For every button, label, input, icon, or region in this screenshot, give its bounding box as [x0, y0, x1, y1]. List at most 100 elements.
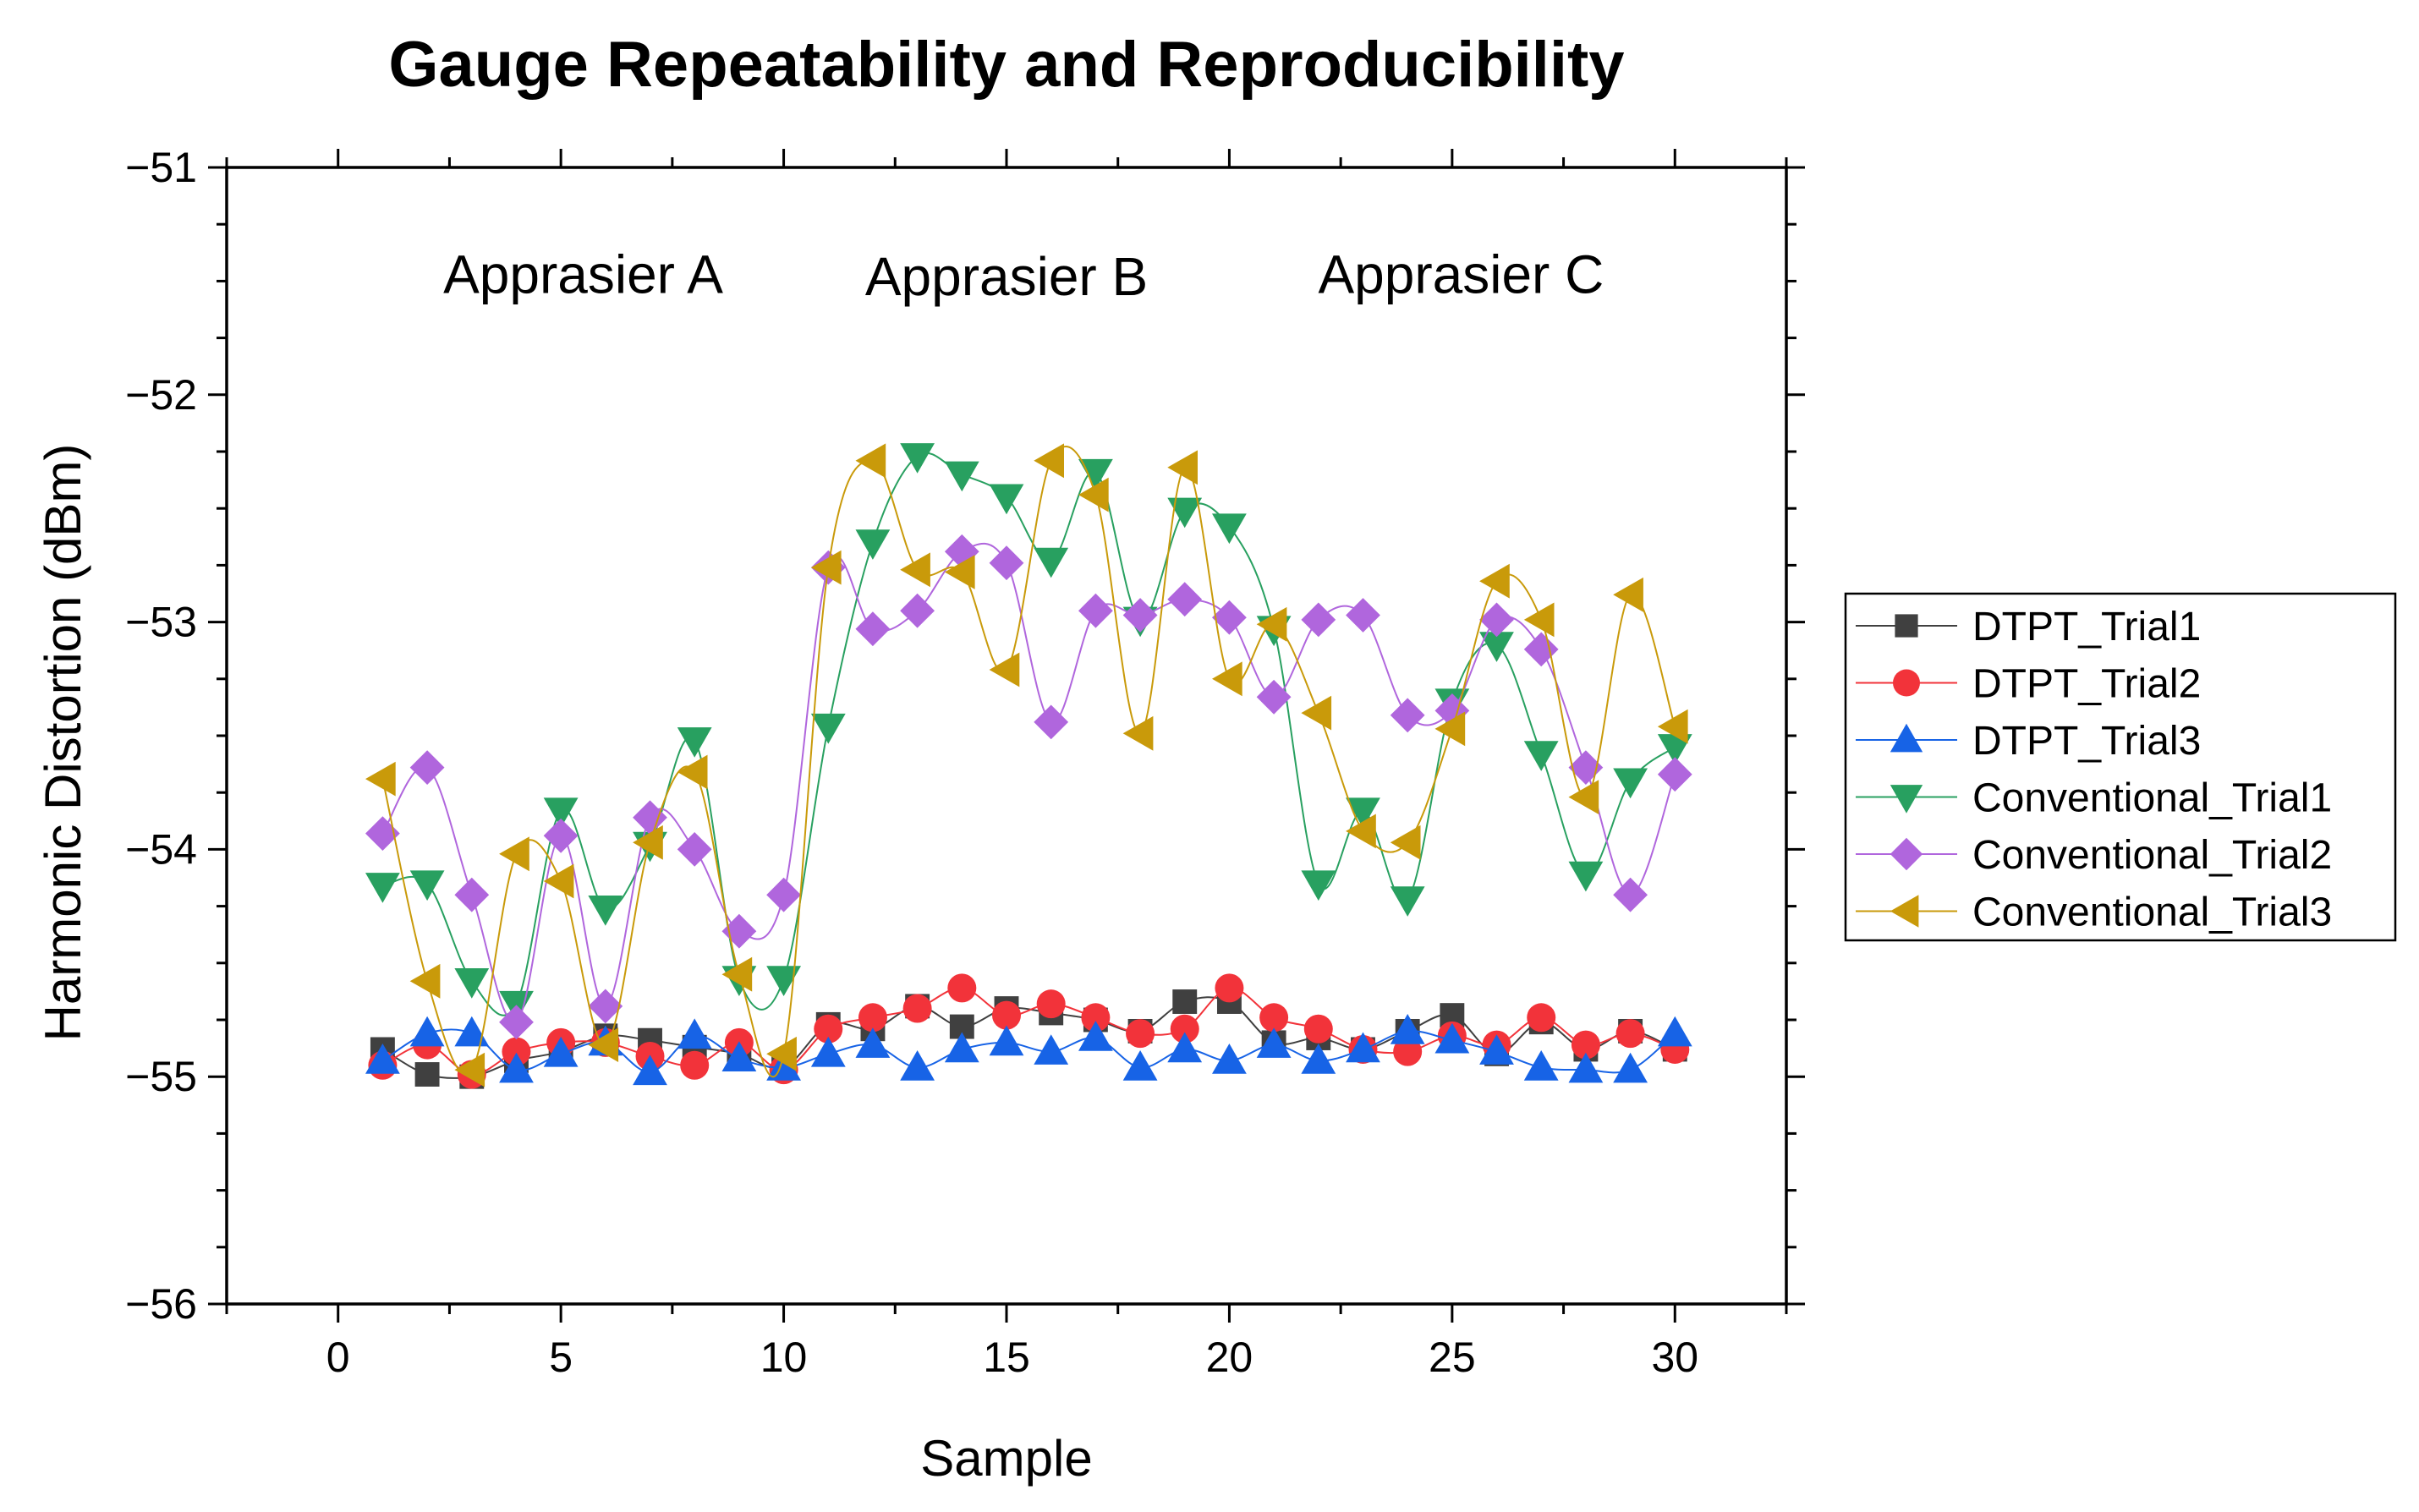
- chart-title: Gauge Repeatability and Reproducibility: [388, 29, 1624, 101]
- data-point: [1301, 1044, 1336, 1074]
- data-point: [499, 836, 529, 872]
- data-point: [1301, 602, 1336, 638]
- data-point: [1212, 513, 1247, 545]
- data-point: [1167, 450, 1198, 485]
- data-point: [1122, 598, 1158, 633]
- data-point: [1657, 757, 1692, 792]
- data-point: [810, 713, 846, 744]
- data-point: [1126, 1019, 1155, 1049]
- data-point: [989, 1025, 1024, 1056]
- data-point: [1479, 1034, 1514, 1065]
- data-point: [677, 754, 708, 790]
- plot-frame: [225, 166, 1788, 1306]
- data-point: [409, 870, 445, 901]
- legend-box: [1844, 592, 2397, 942]
- data-point: [855, 1027, 891, 1058]
- data-point: [1078, 477, 1109, 512]
- data-point: [1568, 861, 1604, 892]
- data-point: [989, 484, 1024, 515]
- data-point: [1657, 709, 1688, 744]
- data-point: [633, 800, 667, 835]
- data-point: [1523, 602, 1555, 638]
- data-point: [499, 1052, 534, 1083]
- data-point: [855, 443, 886, 479]
- data-point: [1568, 780, 1599, 814]
- data-point: [1613, 768, 1648, 799]
- appraiser-label: Apprasier C: [1318, 244, 1604, 304]
- data-point: [1527, 1003, 1556, 1033]
- series-line: [381, 445, 1676, 1078]
- data-point: [1172, 989, 1198, 1014]
- data-point: [365, 1044, 400, 1074]
- data-point: [1523, 632, 1559, 667]
- data-point: [1122, 1050, 1158, 1081]
- x-tick-label: 20: [1206, 1334, 1253, 1381]
- appraiser-label: Apprasier B: [865, 246, 1148, 307]
- legend: DTPT_Trial1 DTPT_Trial2 DTPT_Trial3 Convent…: [1844, 592, 2397, 942]
- data-point: [810, 1036, 846, 1067]
- data-point: [1346, 797, 1380, 829]
- data-point: [1434, 711, 1466, 747]
- legend-entry-label: DTPT_Trial1: [1972, 605, 2201, 649]
- x-tick-label: 0: [326, 1334, 350, 1381]
- data-point: [944, 555, 975, 589]
- data-point: [766, 1050, 801, 1081]
- legend-entry-label: Conventional_Trial2: [1972, 833, 2332, 878]
- data-point: [1167, 1032, 1203, 1063]
- data-point: [680, 1050, 710, 1080]
- x-axis-label: Sample: [920, 1430, 1092, 1487]
- data-point: [414, 1062, 440, 1087]
- data-point: [1212, 1044, 1247, 1074]
- series-Conventional_Trial2: [365, 534, 1692, 1040]
- data-point: [944, 461, 979, 492]
- y-tick-label: −51: [125, 144, 197, 191]
- data-point: [543, 863, 574, 899]
- data-point: [1078, 1021, 1113, 1051]
- data-point: [1034, 704, 1069, 740]
- x-tick-label: 5: [549, 1334, 573, 1381]
- legend-marker: [1895, 614, 1918, 638]
- data-point: [502, 1037, 531, 1066]
- data-point: [1034, 443, 1064, 479]
- data-point: [814, 1014, 843, 1044]
- data-point: [365, 761, 396, 797]
- legend-marker: [1890, 895, 1919, 928]
- data-point: [1615, 1019, 1645, 1049]
- data-point: [409, 750, 445, 785]
- legend-entry-label: DTPT_Trial3: [1972, 719, 2201, 764]
- data-point: [1523, 1050, 1559, 1081]
- data-point: [1390, 886, 1425, 917]
- data-point: [1479, 602, 1514, 638]
- data-point: [1390, 698, 1425, 733]
- data-point: [1657, 1016, 1692, 1047]
- data-point: [1523, 741, 1559, 771]
- legend-entry-label: Conventional_Trial3: [1972, 890, 2332, 935]
- data-point: [1568, 750, 1604, 785]
- data-point: [1034, 547, 1069, 578]
- data-point: [1479, 632, 1514, 662]
- data-point: [454, 968, 490, 999]
- data-point: [1434, 1022, 1470, 1054]
- data-point: [1034, 1034, 1069, 1065]
- data-point: [1167, 582, 1203, 617]
- data-point: [543, 797, 579, 829]
- x-tick-label: 10: [760, 1334, 808, 1381]
- legend-entry-label: Conventional_Trial1: [1972, 776, 2332, 821]
- data-point: [1170, 1014, 1199, 1044]
- data-point: [900, 593, 935, 628]
- data-point: [633, 824, 663, 860]
- data-point: [721, 956, 753, 992]
- data-point: [454, 1016, 490, 1047]
- data-point: [855, 611, 891, 647]
- x-tick-label: 30: [1651, 1334, 1698, 1381]
- series-line: [382, 452, 1676, 1016]
- series-Conventional_Trial1: [365, 443, 1692, 1022]
- data-point: [855, 529, 891, 560]
- data-point: [543, 1036, 579, 1067]
- data-point: [1301, 695, 1332, 731]
- data-point: [858, 1003, 887, 1033]
- series-line: [381, 542, 1676, 1024]
- y-tick-label: −52: [125, 371, 197, 419]
- legend-marker: [1893, 669, 1920, 697]
- data-point: [902, 994, 932, 1023]
